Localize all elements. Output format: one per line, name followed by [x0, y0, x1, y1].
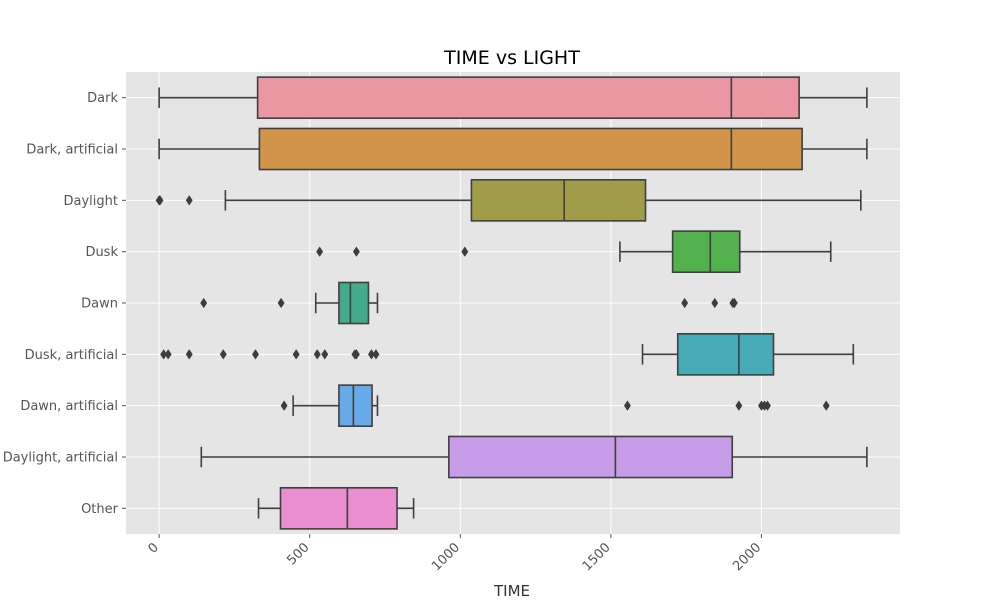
outlier-point	[277, 297, 285, 309]
y-tick-label: Dawn, artificial	[20, 399, 118, 414]
box-group	[280, 384, 830, 427]
outlier-point	[321, 349, 329, 360]
outlier-point	[623, 400, 631, 411]
outlier-point	[352, 246, 360, 257]
box-iqr	[470, 179, 647, 222]
outlier-point	[730, 297, 738, 309]
y-tick-label: Dark, artificial	[26, 143, 118, 158]
outlier-point	[292, 349, 300, 360]
box-iqr	[338, 384, 373, 427]
x-tick-label: 500	[284, 540, 312, 568]
outlier-point	[681, 297, 689, 309]
box-group	[158, 127, 868, 171]
outlier-point	[313, 349, 321, 360]
outlier-point	[164, 349, 172, 360]
outlier-point	[711, 297, 719, 309]
y-tick-label: Daylight	[64, 194, 118, 209]
outlier-point	[280, 400, 288, 411]
y-tick-label: Dawn	[81, 297, 118, 312]
outlier-point	[185, 349, 193, 360]
x-tick-label: 1000	[429, 540, 463, 574]
y-tick-label: Dusk, artificial	[25, 348, 118, 363]
x-tick-label: 1500	[580, 540, 614, 574]
box-group	[160, 332, 855, 376]
y-tick-label: Daylight, artificial	[3, 451, 118, 466]
box-iqr	[671, 230, 741, 273]
box-group	[316, 230, 832, 273]
outlier-point	[735, 400, 743, 411]
y-tick-label: Dusk	[85, 245, 118, 260]
box-iqr	[338, 281, 370, 325]
outlier-point	[200, 297, 208, 309]
outlier-point	[763, 400, 771, 411]
y-tick-label: Dark	[87, 91, 118, 106]
outlier-point	[352, 349, 360, 360]
box-iqr	[676, 332, 775, 376]
box-group	[200, 435, 868, 479]
box-iqr	[256, 76, 800, 119]
box-group	[158, 76, 868, 119]
outlier-point	[219, 349, 227, 360]
box-iqr	[279, 486, 398, 530]
outlier-point	[156, 195, 164, 206]
box-group	[257, 486, 415, 530]
x-axis-title: TIME	[493, 582, 530, 600]
chart-title: TIME vs LIGHT	[443, 47, 580, 69]
outlier-point	[185, 195, 193, 206]
y-tick-label: Other	[81, 502, 119, 517]
outlier-point	[461, 246, 469, 257]
box-group	[200, 281, 738, 325]
outlier-point	[372, 349, 380, 360]
outlier-point	[822, 400, 830, 411]
x-tick-label: 2000	[730, 540, 764, 574]
box-iqr	[258, 127, 803, 171]
x-tick-label: 0	[145, 540, 161, 556]
outlier-point	[252, 349, 260, 360]
box-iqr	[448, 435, 734, 479]
outlier-point	[316, 246, 324, 257]
box-group	[155, 179, 862, 222]
